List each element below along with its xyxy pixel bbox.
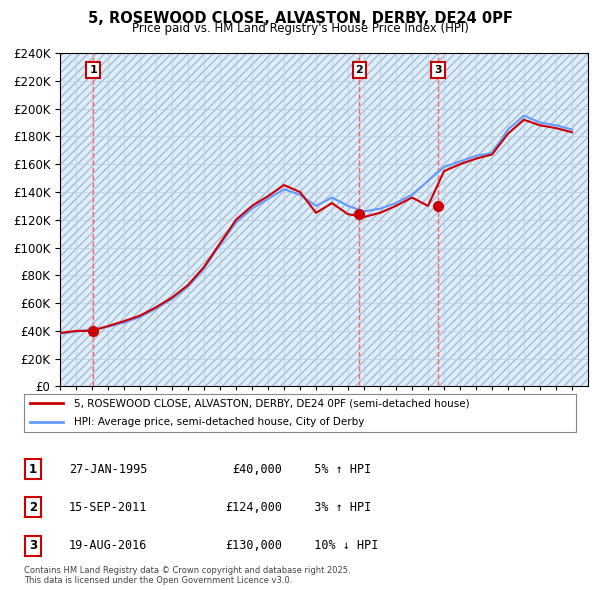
Text: 15-SEP-2011: 15-SEP-2011: [69, 501, 148, 514]
Text: 3% ↑ HPI: 3% ↑ HPI: [300, 501, 371, 514]
Text: 5, ROSEWOOD CLOSE, ALVASTON, DERBY, DE24 0PF (semi-detached house): 5, ROSEWOOD CLOSE, ALVASTON, DERBY, DE24…: [74, 398, 469, 408]
Text: £124,000: £124,000: [225, 501, 282, 514]
Text: £130,000: £130,000: [225, 539, 282, 552]
Text: 3: 3: [29, 539, 37, 552]
Text: £40,000: £40,000: [232, 463, 282, 476]
Text: HPI: Average price, semi-detached house, City of Derby: HPI: Average price, semi-detached house,…: [74, 417, 364, 427]
Text: 5, ROSEWOOD CLOSE, ALVASTON, DERBY, DE24 0PF: 5, ROSEWOOD CLOSE, ALVASTON, DERBY, DE24…: [88, 11, 512, 25]
Text: 1: 1: [29, 463, 37, 476]
Text: 3: 3: [434, 65, 442, 75]
Text: 2: 2: [29, 501, 37, 514]
Text: 2: 2: [355, 65, 363, 75]
Text: Contains HM Land Registry data © Crown copyright and database right 2025.
This d: Contains HM Land Registry data © Crown c…: [24, 566, 350, 585]
Text: 5% ↑ HPI: 5% ↑ HPI: [300, 463, 371, 476]
Text: 19-AUG-2016: 19-AUG-2016: [69, 539, 148, 552]
Text: 1: 1: [89, 65, 97, 75]
Text: 10% ↓ HPI: 10% ↓ HPI: [300, 539, 379, 552]
Text: 27-JAN-1995: 27-JAN-1995: [69, 463, 148, 476]
Text: Price paid vs. HM Land Registry's House Price Index (HPI): Price paid vs. HM Land Registry's House …: [131, 22, 469, 35]
